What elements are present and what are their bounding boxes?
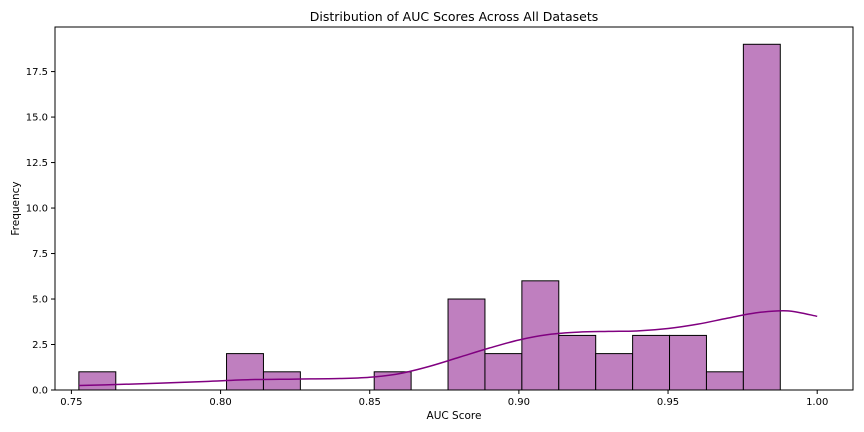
y-tick-label: 10.0: [26, 204, 48, 215]
y-tick-label: 12.5: [26, 158, 48, 169]
kde-line: [78, 309, 818, 387]
x-axis: 0.75 0.80 0.85 0.90 0.95 1.00: [60, 390, 828, 408]
x-tick-label: 0.85: [359, 397, 381, 408]
bars-group: [78, 43, 781, 391]
y-tick-label: 2.5: [32, 340, 48, 351]
x-tick-label: 0.90: [508, 397, 530, 408]
kde-group: [78, 309, 818, 387]
histogram-bar: [78, 371, 117, 391]
histogram-bar: [226, 353, 264, 391]
histogram-bar: [262, 371, 301, 391]
y-tick-label: 0.0: [32, 386, 48, 397]
histogram-bar: [447, 298, 486, 391]
x-tick-label: 0.95: [657, 397, 679, 408]
x-tick-label: 0.75: [60, 397, 82, 408]
histogram-bar: [632, 334, 671, 391]
y-tick-label: 15.0: [26, 113, 48, 124]
histogram-bar: [669, 334, 707, 391]
histogram-bar: [558, 334, 597, 391]
histogram-bar: [742, 43, 781, 391]
histogram-bar: [595, 353, 634, 391]
histogram-bar: [705, 371, 744, 391]
x-tick-label: 0.80: [209, 397, 231, 408]
x-axis-label: AUC Score: [427, 410, 482, 422]
y-axis-label: Frequency: [10, 181, 22, 235]
histogram-bar: [484, 353, 523, 391]
y-tick-label: 17.5: [26, 67, 48, 78]
y-axis: 0.0 2.5 5.0 7.5 10.0 12.5 15.0 17.5: [26, 67, 55, 397]
y-tick-label: 7.5: [32, 249, 48, 260]
y-tick-label: 5.0: [32, 295, 48, 306]
chart-title: Distribution of AUC Scores Across All Da…: [310, 9, 598, 24]
x-tick-label: 1.00: [806, 397, 828, 408]
